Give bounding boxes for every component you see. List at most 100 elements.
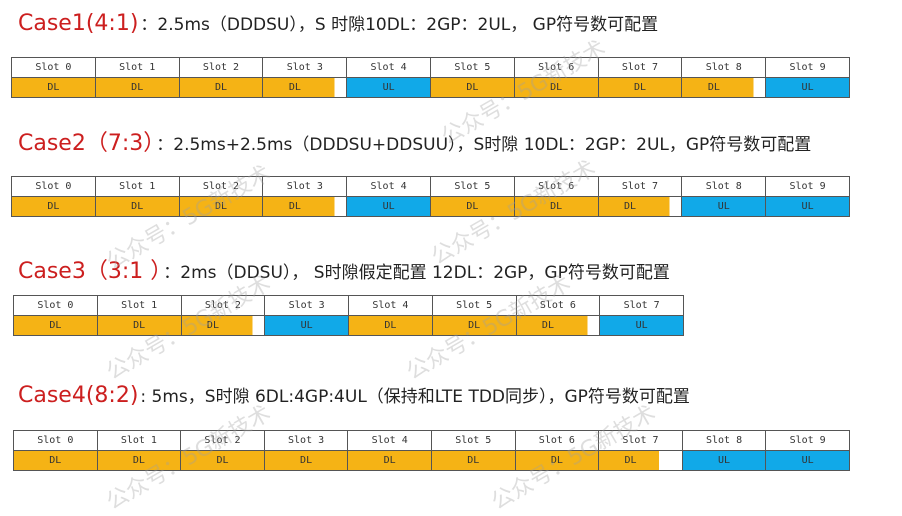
slot-label: Slot 8 bbox=[681, 58, 766, 77]
dl-slot: DL bbox=[94, 197, 179, 216]
ul-slot: UL bbox=[599, 316, 683, 335]
slot-type-label: DL bbox=[47, 82, 60, 93]
slot-label: Slot 1 bbox=[94, 177, 179, 196]
slot-label: Slot 8 bbox=[681, 177, 766, 196]
special-slot: DL bbox=[598, 451, 682, 470]
case-2-description: ：2.5ms+2.5ms（DDDSU+DDSUU），S时隙 10DL：2GP：2… bbox=[156, 135, 812, 155]
slot-label: Slot 8 bbox=[681, 431, 766, 450]
slot-type-label: DL bbox=[133, 320, 146, 331]
slot-label: Slot 7 bbox=[599, 296, 683, 315]
dl-slot: DL bbox=[178, 197, 263, 216]
slot-type-row: DL DL DL UL DL DL DL UL bbox=[14, 315, 683, 335]
slot-type-label: DL bbox=[132, 455, 145, 466]
slot-type-label: UL bbox=[801, 455, 814, 466]
case-3-description: ：2ms（DDSU）， S时隙假定配置 12DL：2GP，GP符号数可配置 bbox=[163, 263, 670, 283]
slot-label: Slot 2 bbox=[178, 58, 263, 77]
special-slot: DL bbox=[262, 197, 347, 216]
slot-type-label: DL bbox=[383, 455, 396, 466]
case-4-frame: Slot 0 Slot 1 Slot 2 Slot 3 Slot 4 Slot 5 Slot… bbox=[13, 430, 850, 471]
slot-label: Slot 3 bbox=[262, 177, 347, 196]
slot-type-label: DL bbox=[384, 320, 397, 331]
dl-slot: DL bbox=[180, 451, 264, 470]
slot-label: Slot 5 bbox=[430, 431, 515, 450]
slot-type-label: UL bbox=[300, 320, 313, 331]
slot-header-row: Slot 0 Slot 1 Slot 2 Slot 3 Slot 4 Slot 5 Slot… bbox=[12, 177, 849, 196]
dl-slot: DL bbox=[96, 316, 181, 335]
dl-slot: DL bbox=[347, 451, 431, 470]
slot-type-label: DL bbox=[624, 201, 637, 212]
slot-type-label: DL bbox=[707, 82, 720, 93]
slot-label: Slot 9 bbox=[765, 431, 849, 450]
case-2-id: Case2（7:3） bbox=[18, 131, 155, 156]
slot-type-label: UL bbox=[382, 82, 395, 93]
slot-type-label: DL bbox=[550, 201, 563, 212]
special-slot: DL bbox=[180, 316, 265, 335]
slot-type-label: DL bbox=[206, 320, 219, 331]
case-1-description: ：2.5ms（DDDSU），S 时隙10DL：2GP：2UL， GP符号数可配置 bbox=[140, 15, 659, 35]
dl-slot: DL bbox=[14, 316, 97, 335]
slot-type-label: DL bbox=[288, 201, 301, 212]
slot-label: Slot 3 bbox=[263, 431, 348, 450]
slot-label: Slot 3 bbox=[262, 58, 347, 77]
dl-slot: DL bbox=[513, 197, 598, 216]
slot-type-label: DL bbox=[550, 82, 563, 93]
slot-label: Slot 0 bbox=[12, 177, 95, 196]
slot-type-label: DL bbox=[214, 201, 228, 212]
ul-slot: UL bbox=[346, 78, 430, 97]
special-slot: DL bbox=[262, 78, 347, 97]
slot-label: Slot 5 bbox=[429, 177, 514, 196]
dl-slot: DL bbox=[429, 78, 514, 97]
slot-type-label: DL bbox=[216, 455, 229, 466]
slot-type-label: UL bbox=[718, 455, 731, 466]
case-3-frame: Slot 0 Slot 1 Slot 2 Slot 3 Slot 4 Slot 5 Slot… bbox=[13, 295, 684, 336]
slot-type-label: DL bbox=[214, 82, 228, 93]
dl-slot: DL bbox=[12, 197, 95, 216]
slot-type-label: DL bbox=[49, 320, 62, 331]
slot-type-label: DL bbox=[550, 455, 563, 466]
slot-label: Slot 6 bbox=[513, 58, 598, 77]
slot-label: Slot 6 bbox=[514, 431, 599, 450]
slot-type-label: DL bbox=[131, 201, 144, 212]
slot-label: Slot 2 bbox=[180, 431, 264, 450]
case-4-description: : 5ms，S时隙 6DL:4GP:4UL（保持和LTE TDD同步），GP符号… bbox=[140, 387, 690, 407]
slot-label: Slot 9 bbox=[765, 177, 849, 196]
ul-slot: UL bbox=[264, 316, 348, 335]
slot-header-row: Slot 0 Slot 1 Slot 2 Slot 3 Slot 4 Slot 5 Slot… bbox=[12, 58, 849, 77]
slot-label: Slot 4 bbox=[346, 177, 430, 196]
slot-type-label: UL bbox=[717, 201, 730, 212]
slot-label: Slot 5 bbox=[429, 58, 514, 77]
slot-type-label: UL bbox=[801, 82, 814, 93]
slot-label: Slot 7 bbox=[598, 431, 682, 450]
case-3-title: Case3（3:1 ）：2ms（DDSU）， S时隙假定配置 12DL：2GP，… bbox=[18, 253, 670, 285]
slot-label: Slot 2 bbox=[178, 177, 263, 196]
dl-slot: DL bbox=[96, 451, 181, 470]
slot-type-row: DL DL DL DL UL DL DL DL DL UL bbox=[12, 77, 849, 97]
slot-type-label: UL bbox=[801, 201, 814, 212]
slot-type-label: DL bbox=[49, 455, 62, 466]
dl-slot: DL bbox=[429, 197, 514, 216]
slot-label: Slot 4 bbox=[348, 296, 432, 315]
slot-label: Slot 7 bbox=[597, 177, 682, 196]
dl-slot: DL bbox=[263, 451, 348, 470]
case-2-frame: Slot 0 Slot 1 Slot 2 Slot 3 Slot 4 Slot 5 Slot… bbox=[11, 176, 850, 217]
slot-header-row: Slot 0 Slot 1 Slot 2 Slot 3 Slot 4 Slot 5 Slot… bbox=[14, 296, 683, 315]
ul-slot: UL bbox=[681, 451, 766, 470]
dl-slot: DL bbox=[12, 78, 95, 97]
slot-type-label: DL bbox=[47, 201, 60, 212]
special-slot: DL bbox=[681, 78, 766, 97]
slot-label: Slot 1 bbox=[94, 58, 179, 77]
ul-slot: UL bbox=[681, 197, 766, 216]
slot-type-label: DL bbox=[633, 82, 646, 93]
slot-label: Slot 4 bbox=[346, 58, 430, 77]
dl-slot: DL bbox=[178, 78, 263, 97]
case-3-id: Case3（3:1 ） bbox=[18, 259, 162, 284]
dl-slot: DL bbox=[431, 316, 516, 335]
slot-type-label: DL bbox=[468, 320, 481, 331]
case-4-id: Case4(8:2) bbox=[18, 383, 139, 408]
case-1-title: Case1(4:1) ：2.5ms（DDDSU），S 时隙10DL：2GP：2UL… bbox=[18, 10, 658, 36]
slot-type-label: DL bbox=[300, 455, 313, 466]
slot-label: Slot 6 bbox=[515, 296, 600, 315]
slot-type-label: DL bbox=[466, 82, 479, 93]
slot-label: Slot 6 bbox=[513, 177, 598, 196]
slot-type-label: UL bbox=[635, 320, 648, 331]
